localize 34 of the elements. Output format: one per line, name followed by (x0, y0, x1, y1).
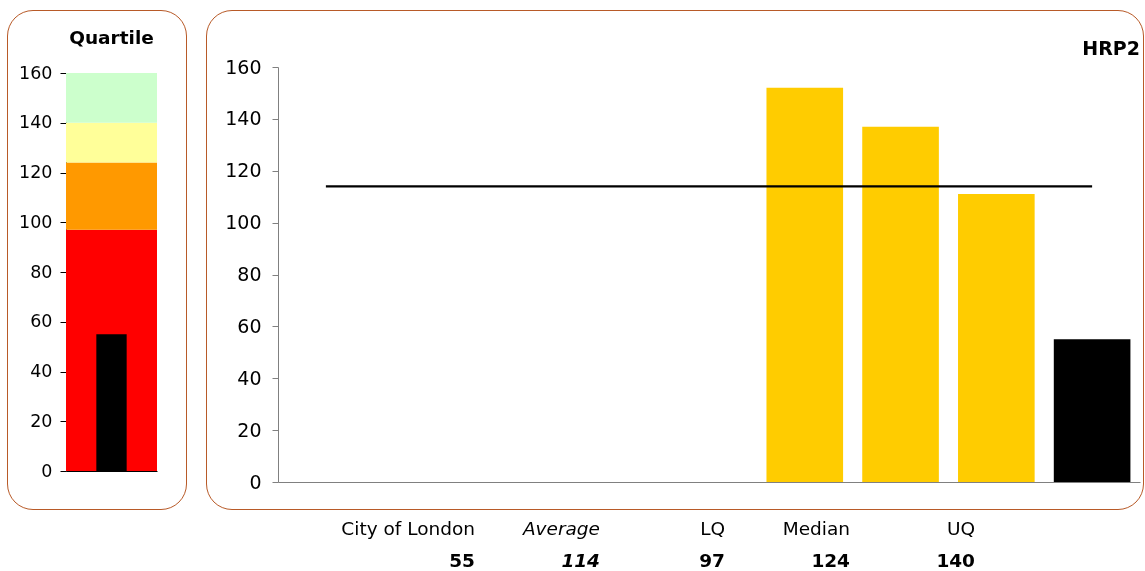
text: Average (522, 518, 600, 539)
y-tick-label: 60 (236, 314, 261, 337)
text: UQ (946, 518, 975, 539)
chart-title: Quartile (68, 26, 154, 47)
text: LQ (700, 518, 725, 539)
y-tick-label: 120 (224, 158, 261, 181)
bar (957, 193, 1035, 482)
y-tick-label: 100 (224, 210, 261, 233)
bar (861, 126, 939, 482)
text: City of London (341, 518, 475, 539)
y-tick-label: 80 (29, 261, 52, 281)
y-tick-label: 40 (29, 360, 52, 381)
y-tick-label: 140 (18, 111, 52, 132)
y-tick-label: 160 (18, 62, 52, 82)
y-tick-label: 80 (236, 262, 261, 285)
y-tick-label: 40 (236, 366, 261, 389)
y-tick-label: 60 (29, 310, 52, 331)
chart-title: HRP2 (1081, 36, 1140, 59)
y-tick-label: 140 (224, 106, 261, 129)
y-tick-label: 0 (248, 470, 261, 492)
y-tick-label: 20 (29, 410, 52, 431)
y-tick-label: 160 (224, 55, 261, 77)
y-tick-label: 0 (40, 460, 52, 480)
bar (1053, 338, 1130, 482)
text: 140 (936, 550, 975, 571)
text: 55 (449, 550, 475, 571)
y-tick-label: 20 (236, 418, 261, 441)
text: 114 (561, 550, 600, 571)
text: Median (782, 518, 850, 539)
y-tick-label: 120 (18, 161, 52, 182)
y-tick-label: 100 (18, 211, 52, 232)
text: 124 (811, 550, 850, 571)
bar (765, 87, 843, 482)
text: 97 (699, 550, 725, 571)
